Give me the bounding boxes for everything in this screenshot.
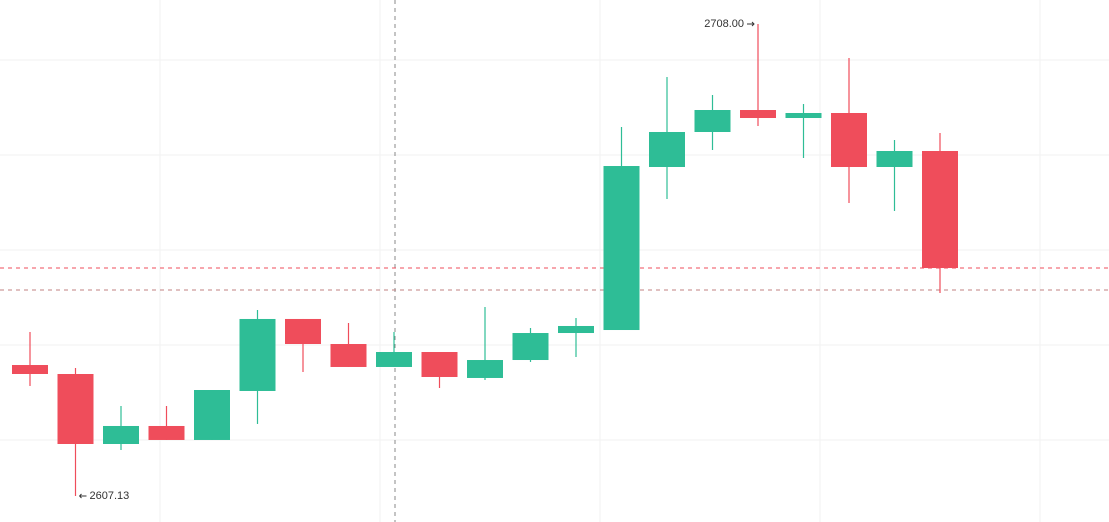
arrow xyxy=(747,21,755,27)
min-label: 2607.13 xyxy=(90,490,130,502)
candle-body xyxy=(467,360,503,378)
candle-body xyxy=(57,374,94,444)
candle-body xyxy=(330,344,367,367)
candle-body xyxy=(922,150,958,269)
candle-body xyxy=(603,166,640,331)
candle-body xyxy=(376,352,412,367)
candle-body xyxy=(649,131,685,167)
candle-body xyxy=(876,150,913,167)
candle-body xyxy=(194,390,230,440)
arrow xyxy=(79,493,87,499)
candle-body xyxy=(148,425,185,440)
max-label: 2708.00 xyxy=(704,18,744,30)
candle-body xyxy=(785,113,822,119)
candle-body xyxy=(12,365,48,375)
candle-body xyxy=(421,352,458,377)
candle-body xyxy=(103,425,139,444)
candle-body xyxy=(558,325,594,334)
candle-body xyxy=(285,318,321,345)
candle-body xyxy=(740,110,776,119)
candle-body xyxy=(239,318,276,391)
candle-body xyxy=(831,113,867,167)
candle-body xyxy=(694,110,731,132)
candle-body xyxy=(512,333,549,361)
